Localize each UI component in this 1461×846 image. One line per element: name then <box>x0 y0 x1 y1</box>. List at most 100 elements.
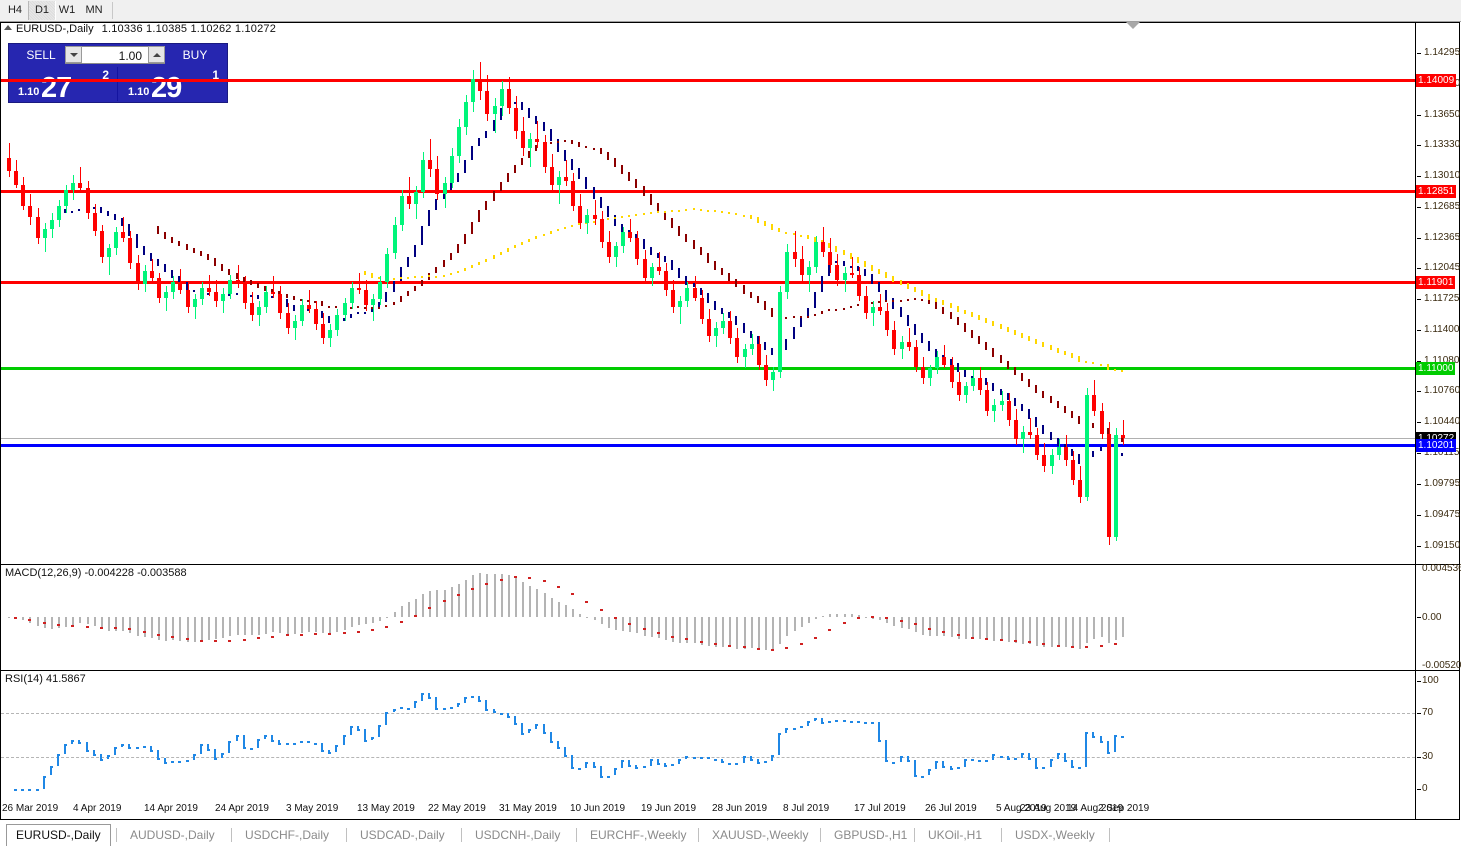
rsi-segment <box>478 695 481 701</box>
price-tick-mark <box>1417 514 1421 516</box>
level-line-order[interactable] <box>1 443 1415 447</box>
sell-button[interactable]: SELL <box>26 48 56 62</box>
level-line-resistance[interactable] <box>1 281 1415 285</box>
rsi-segment <box>599 765 602 776</box>
candle-body <box>735 337 740 357</box>
buy-button[interactable]: BUY <box>182 48 208 62</box>
ma-mid-point <box>956 323 959 326</box>
timeframe-button-d1[interactable]: D1 <box>28 1 56 20</box>
ma-fast-point <box>671 267 674 270</box>
price-tick: 1.11725 <box>1424 293 1460 304</box>
rsi-segment <box>99 753 102 759</box>
volume-decrement-button[interactable] <box>65 46 82 63</box>
rsi-segment <box>899 755 902 762</box>
candle-body <box>335 314 340 331</box>
collapse-arrow-icon[interactable] <box>4 25 12 30</box>
chart-tab-usdcnhdaily[interactable]: USDCNH-,Daily <box>475 828 561 842</box>
chart-tab-eurchfweekly[interactable]: EURCHF-,Weekly <box>590 828 687 842</box>
ma-slow-segment <box>771 224 774 228</box>
candle-body <box>206 287 211 292</box>
timeframe-button-mn[interactable]: MN <box>85 4 103 16</box>
macd-histogram-bar <box>936 617 939 636</box>
chart-tab-eurusddaily[interactable]: EURUSD-,Daily <box>6 824 111 846</box>
rsi-segment <box>321 742 324 750</box>
rsi-point <box>1028 757 1032 760</box>
price-level-label[interactable]: 1.10201 <box>1416 438 1457 452</box>
ma-mid-segment <box>1028 378 1031 385</box>
sell-price-display[interactable]: 1.10 27 2 <box>9 67 118 104</box>
chart-tab-xauusdweekly[interactable]: XAUUSD-,Weekly <box>712 828 809 842</box>
timeframe-button-w1[interactable]: W1 <box>58 4 76 16</box>
chart-tab-usdcaddaily[interactable]: USDCAD-,Daily <box>360 828 445 842</box>
level-line-resistance[interactable] <box>1 79 1415 83</box>
chart-tab-usdxweekly[interactable]: USDX-,Weekly <box>1015 828 1095 842</box>
ma-slow-segment <box>813 237 816 240</box>
rsi-segment <box>378 724 381 737</box>
timeframe-button-h4[interactable]: H4 <box>7 4 23 16</box>
ma-slow-point <box>749 217 752 220</box>
chart-tab-ukoilh1[interactable]: UKOil-,H1 <box>928 828 983 842</box>
buy-price-display[interactable]: 1.10 29 1 <box>119 67 227 104</box>
ma-fast-point <box>1056 443 1059 446</box>
ma-fast-segment <box>935 349 938 355</box>
macd-histogram-bar <box>764 617 767 651</box>
ma-fast-segment <box>135 233 138 246</box>
ma-fast-point <box>514 102 516 105</box>
ma-slow-segment <box>1049 345 1052 349</box>
rsi-indicator-label[interactable]: RSI(14) 41.5867 <box>5 673 86 685</box>
macd-histogram-bar <box>643 617 646 637</box>
chart-tab-audusddaily[interactable]: AUDUSD-,Daily <box>130 828 215 842</box>
ma-fast-segment <box>149 253 152 259</box>
price-pane[interactable] <box>1 23 1415 563</box>
macd-histogram-bar <box>329 617 332 634</box>
price-scale[interactable]: 1.142951.139701.136501.133301.130101.126… <box>1416 23 1461 819</box>
ma-slow-point <box>892 279 895 282</box>
rsi-segment <box>949 765 952 768</box>
price-level-label[interactable]: 1.11901 <box>1416 276 1456 290</box>
price-level-label[interactable]: 1.12851 <box>1416 185 1457 199</box>
rsi-point <box>449 706 453 709</box>
macd-pane[interactable] <box>1 565 1415 669</box>
macd-signal-point <box>14 617 18 620</box>
ma-slow-point <box>1099 363 1102 366</box>
rsi-pane[interactable] <box>1 671 1415 799</box>
ma-mid-segment <box>321 301 324 305</box>
date-tick: 26 Jul 2019 <box>925 803 977 814</box>
macd-signal-point <box>656 632 660 635</box>
macd-signal-point <box>499 579 503 581</box>
candle-wick <box>808 261 810 292</box>
ma-slow-point <box>1013 333 1016 336</box>
ma-fast-point <box>171 275 174 278</box>
candle-body <box>1078 479 1083 497</box>
ma-mid-point <box>221 268 224 271</box>
ma-fast-segment <box>799 317 802 327</box>
ma-fast-point <box>871 282 874 285</box>
candle-wick <box>566 159 567 187</box>
macd-histogram-bar <box>307 617 310 632</box>
level-line-support[interactable] <box>1 367 1415 371</box>
price-level-label[interactable]: 1.14009 <box>1416 74 1457 88</box>
ma-slow-point <box>649 211 652 214</box>
ma-slow-point <box>928 297 931 300</box>
chart-tab-usdchfdaily[interactable]: USDCHF-,Daily <box>245 828 329 842</box>
scroll-position-marker[interactable] <box>1126 22 1140 29</box>
ma-slow-point <box>392 277 395 280</box>
macd-histogram-bar <box>486 573 489 617</box>
macd-histogram-bar <box>707 617 710 647</box>
macd-histogram-bar <box>115 617 118 631</box>
ma-fast-point <box>92 207 95 210</box>
level-line-resistance[interactable] <box>1 190 1415 194</box>
macd-histogram-bar <box>622 617 625 631</box>
rsi-segment <box>821 718 824 722</box>
ma-mid-point <box>706 260 709 263</box>
macd-scale-tick: 0.004536 <box>1422 563 1461 574</box>
chart-tab-gbpusdh1[interactable]: GBPUSD-,H1 <box>834 828 908 842</box>
macd-indicator-label[interactable]: MACD(12,26,9) -0.004228 -0.003588 <box>5 567 187 579</box>
volume-increment-button[interactable] <box>148 46 165 63</box>
ma-slow-point <box>799 235 802 238</box>
rsi-point <box>164 761 168 764</box>
candle-body <box>171 282 176 292</box>
date-scale[interactable]: 26 Mar 2019 4 Apr 2019 14 Apr 2019 24 Apr 2… <box>0 801 1415 819</box>
macd-histogram-bar <box>972 617 975 639</box>
price-level-label[interactable]: 1.11000 <box>1416 362 1456 376</box>
